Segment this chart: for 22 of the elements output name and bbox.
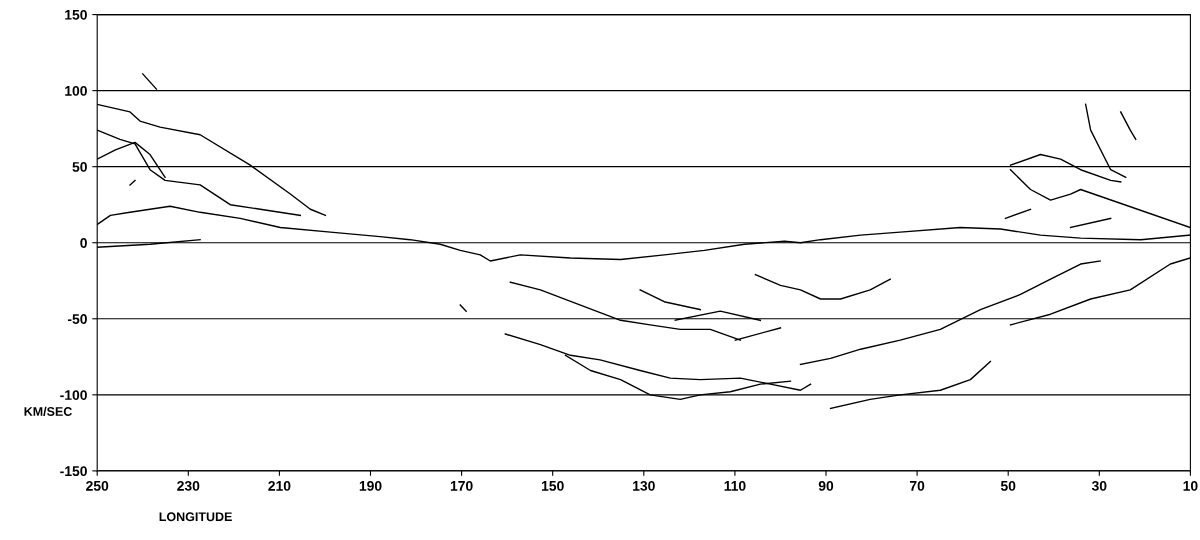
x-tick-label: 190 [359,480,382,491]
y-tick-label: 0 [80,238,87,248]
x-tick-label: 210 [268,480,291,491]
x-axis-title: LONGITUDE [159,512,232,522]
y-tick-label: -150 [60,466,87,477]
x-tick-label: 230 [177,480,200,491]
y-tick-label: 150 [65,9,87,20]
y-tick-label: 50 [72,162,87,172]
x-tick-label: 70 [909,480,925,491]
x-tick-label: 90 [818,480,834,491]
x-tick-label: 110 [724,480,746,491]
x-tick-label: 150 [541,480,564,491]
x-tick-label: 10 [1183,480,1198,491]
y-axis-title: KM/SEC [24,406,72,417]
x-tick-label: 30 [1091,480,1107,491]
x-tick-label: 250 [86,480,109,491]
x-tick-label: 130 [633,480,655,491]
x-tick-label: 170 [450,480,473,491]
x-tick-label: 50 [1000,480,1016,491]
y-tick-label: 100 [65,85,87,96]
y-tick-label: -100 [60,390,87,400]
y-tick-label: -50 [67,314,87,324]
